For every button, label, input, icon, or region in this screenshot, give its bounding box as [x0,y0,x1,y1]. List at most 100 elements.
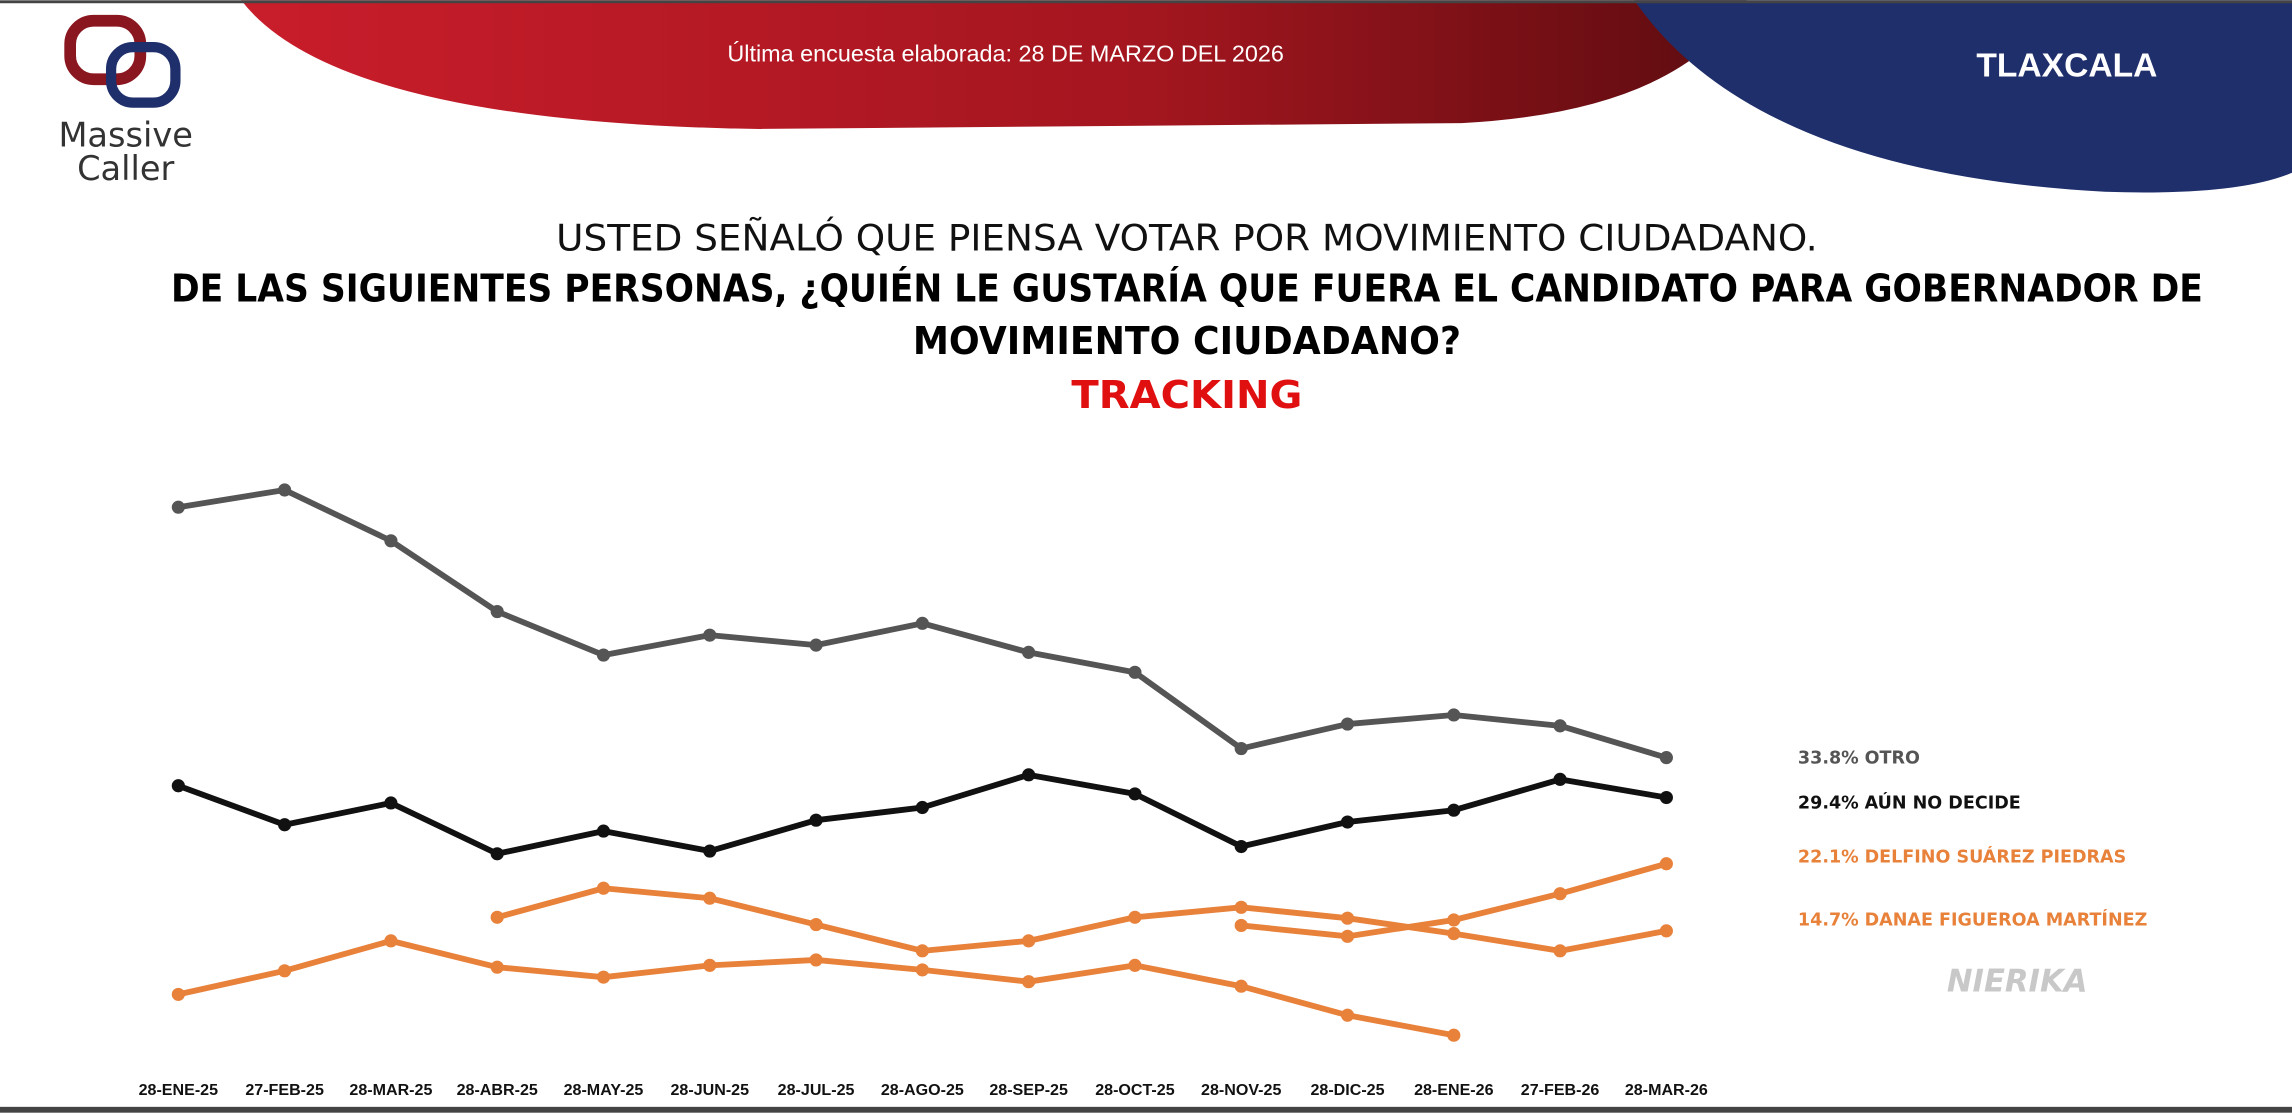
data-point [1340,717,1355,731]
data-point [1659,790,1673,805]
data-point [1447,927,1461,941]
data-point [1447,913,1461,927]
legend-name: OTRO [1865,748,1920,768]
data-point [278,818,292,832]
data-point [1447,708,1461,722]
legend-entry: 14.7% DANAE FIGUEROA MARTÍNEZ [1798,909,2147,931]
data-point [1022,975,1036,989]
logo-text: Massive [58,115,193,154]
data-point [384,796,398,810]
x-tick-label: 27-FEB-26 [1521,1081,1600,1099]
chart-label: TRACKING [1071,373,1302,417]
x-tick-label: 28-OCT-25 [1095,1081,1175,1099]
x-tick-label: 28-ENE-26 [1414,1081,1494,1099]
data-point [171,779,185,793]
data-point [915,616,929,630]
value-label: 22.1% [1798,848,1859,868]
legend-name: DANAE FIGUEROA MARTÍNEZ [1865,909,2148,931]
x-tick-label: 28-MAR-25 [349,1081,432,1099]
top-border [0,0,2292,4]
x-tick-label: 28-NOV-25 [1201,1081,1281,1099]
data-point [1659,857,1673,871]
legend-name: DELFINO SUÁREZ PIEDRAS [1865,846,2127,868]
data-point [1022,934,1036,948]
logo: Massive Caller [58,14,193,188]
data-point [1659,751,1673,765]
data-point [1340,911,1355,925]
data-point [809,813,823,827]
data-point [703,844,717,858]
legend-entry: 22.1% DELFINO SUÁREZ PIEDRAS [1798,846,2126,868]
data-point [1447,803,1461,817]
bottom-border [0,1106,2292,1113]
data-point [1128,787,1142,801]
data-point [1340,929,1355,943]
data-point [1128,958,1142,972]
data-point [1553,887,1567,901]
data-point [596,648,611,662]
chart-subtitle: USTED SEÑALÓ QUE PIENSA VOTAR POR MOVIMI… [556,215,1817,259]
x-tick-label: 28-JUL-25 [778,1081,855,1099]
state: TLAXCALA [1976,47,2157,84]
data-point [490,960,504,974]
data-point [915,963,929,977]
chart-title: DE LAS SIGUIENTES PERSONAS, ¿QUIÉN LE GU… [171,266,2203,310]
data-point [1340,1008,1355,1022]
data-point [384,934,398,948]
data-point [1128,665,1142,679]
data-point [1340,815,1355,829]
x-tick-label: 28-AGO-25 [881,1081,964,1099]
data-point [1022,645,1036,659]
data-point [1553,772,1567,786]
data-point [596,970,611,984]
data-point [703,891,717,905]
data-point [171,987,185,1001]
data-point [1659,924,1673,938]
data-point [1022,768,1036,782]
data-point [809,953,823,967]
data-point [278,483,292,497]
data-point [703,628,717,642]
data-point [1447,1028,1461,1042]
legend-entry: 29.4% AÚN NO DECIDE [1798,792,2021,814]
survey-date: Última encuesta elaborada: 28 DE MARZO D… [727,41,1284,67]
header-blue [1634,0,2292,193]
series-line [496,885,1667,954]
legend-entry: 33.8% OTRO [1798,748,1920,768]
legend-name: AÚN NO DECIDE [1865,792,2021,814]
data-point [915,944,929,958]
data-point [490,847,504,861]
value-label: 29.4% [1798,794,1859,814]
data-point [1234,741,1248,756]
data-point [809,917,823,932]
data-point [1553,944,1567,958]
header-ribbon [241,0,1747,129]
logo-shape [105,41,181,108]
x-tick-label: 28-JUN-25 [670,1081,749,1099]
data-point [596,824,611,838]
data-point [1234,918,1248,933]
data-point [1234,900,1248,914]
value-label: 14.7% [1798,911,1859,931]
x-tick-label: 27-FEB-25 [245,1081,324,1099]
data-point [809,638,823,652]
data-point [171,500,185,514]
x-tick-label: 28-DIC-25 [1310,1081,1384,1099]
data-point [490,910,504,924]
data-point [1128,910,1142,924]
logo-text: Caller [77,149,174,188]
data-point [490,604,504,619]
data-point [1234,979,1248,993]
value-label: 33.8% [1798,748,1859,768]
x-tick-label: 28-MAY-25 [564,1081,644,1099]
data-point [1234,839,1248,854]
x-tick-label: 28-ENE-25 [139,1081,219,1099]
data-point [384,534,398,548]
x-tick-label: 28-SEP-25 [989,1081,1068,1099]
data-point [703,958,717,972]
data-point [1553,719,1567,733]
x-tick-label: 28-MAR-26 [1625,1081,1708,1099]
x-tick-label: 28-ABR-25 [457,1081,538,1099]
